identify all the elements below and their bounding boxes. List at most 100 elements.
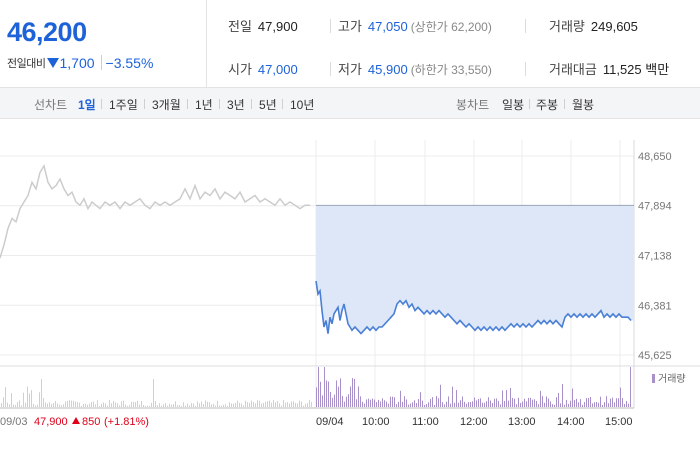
volume-bar	[111, 403, 112, 407]
prev-day-price-line	[0, 163, 310, 259]
volume-bar	[103, 402, 104, 407]
volume-bar	[171, 404, 172, 407]
volume-bar	[392, 396, 393, 407]
x-tick-label: 13:00	[508, 416, 536, 428]
volume-bar	[356, 399, 357, 407]
tab-1day[interactable]: 1일	[78, 98, 96, 112]
volume-bar	[275, 402, 276, 407]
volume-bar	[29, 393, 30, 407]
volume-bar	[322, 395, 323, 407]
tab-3years[interactable]: 3년	[227, 98, 245, 112]
volume-bar	[167, 405, 168, 407]
volume-bar	[23, 392, 24, 407]
open-label: 시가	[228, 62, 252, 77]
volume-bar	[9, 404, 10, 407]
volume-bar	[145, 405, 146, 407]
volume-bar	[450, 403, 451, 407]
tab-5years[interactable]: 5년	[259, 98, 277, 112]
volume-bar	[297, 403, 298, 407]
prev-day-change-percent: (+1.81%)	[104, 416, 149, 428]
volume-bar	[113, 400, 114, 407]
volume-bar	[289, 403, 290, 407]
volume-bar	[95, 404, 96, 407]
volume-bar	[424, 404, 425, 407]
x-axis-labels: 09/03 09/04 10:00 11:00 12:00 13:00 14:00 15:00…	[0, 416, 633, 428]
chart-tab-bar: 선차트 1일 1주일 3개월 1년 3년 5년 10년 봉차트 일봉 주봉 월봉	[0, 88, 700, 119]
volume-bar	[478, 398, 479, 407]
tab-3months[interactable]: 3개월	[152, 98, 181, 112]
volume-bar	[566, 399, 567, 407]
volume-bar	[311, 402, 312, 407]
volume-bar	[444, 404, 445, 407]
volume-bar	[153, 379, 154, 407]
volume-bar	[225, 404, 226, 407]
tab-divider	[529, 99, 530, 109]
volume-bar	[239, 402, 240, 407]
volume-bar	[340, 378, 341, 407]
volume-bar	[320, 381, 321, 407]
tab-1week[interactable]: 1주일	[109, 98, 138, 112]
volume-bar	[586, 398, 587, 407]
divider	[330, 19, 331, 33]
volume-bar	[117, 403, 118, 407]
volume-bar	[137, 400, 138, 407]
volume-bar	[119, 405, 120, 407]
volume-bar	[193, 403, 194, 407]
volume-bar	[462, 396, 463, 407]
open-cell: 시가 47,000	[228, 59, 298, 79]
divider	[525, 62, 526, 76]
volume-bar	[287, 402, 288, 407]
volume-bar	[211, 404, 212, 407]
volume-bar	[574, 399, 575, 407]
volume-bar	[63, 404, 64, 407]
volume-bar	[87, 404, 88, 407]
volume-bar	[121, 401, 122, 407]
volume-bar	[13, 404, 14, 407]
volume-bar	[83, 404, 84, 407]
volume-bar	[362, 401, 363, 407]
volume-bar	[57, 403, 58, 407]
volume-bar	[472, 401, 473, 407]
volume-bar	[301, 401, 302, 407]
stock-summary: 46,200 전일대비 1,700 −3.55% 전일 47,900 고가 47,050…	[0, 0, 700, 88]
volume-bar	[235, 402, 236, 407]
tab-10years[interactable]: 10년	[290, 98, 315, 112]
volume-bar	[25, 402, 26, 407]
tab-weekly-candle[interactable]: 주봉	[536, 98, 559, 112]
change-row: 전일대비 1,700 −3.55%	[7, 54, 153, 72]
tab-1year[interactable]: 1년	[195, 98, 213, 112]
change-label: 전일대비	[7, 57, 46, 70]
volume-bar	[299, 400, 300, 407]
volume-bar	[261, 403, 262, 407]
change-separator	[100, 55, 102, 71]
volume-bar	[163, 404, 164, 407]
volume-bar	[257, 400, 258, 407]
volume-bar	[73, 400, 74, 407]
volume-bar	[390, 396, 391, 407]
volume-bar	[456, 390, 457, 407]
volume-bar	[89, 403, 90, 407]
volume-bar	[271, 402, 272, 407]
x-tick-label: 10:00	[362, 416, 390, 428]
volume-bar	[336, 380, 337, 407]
volume-bar	[592, 403, 593, 407]
volume-bar	[596, 401, 597, 407]
today-area-fill	[316, 205, 631, 334]
volume-bar	[123, 400, 124, 407]
up-triangle-icon	[72, 417, 80, 424]
tab-monthly-candle[interactable]: 월봉	[572, 98, 595, 112]
volume-bar	[155, 400, 156, 407]
volume-bar	[41, 379, 42, 407]
volume-bar	[426, 404, 427, 407]
price-box: 46,200 전일대비 1,700 −3.55%	[0, 0, 207, 88]
volume-bar	[77, 402, 78, 407]
tab-daily-candle[interactable]: 일봉	[502, 98, 525, 112]
change-amount: 1,700	[59, 54, 95, 71]
prev-close-cell: 전일 47,900	[228, 16, 298, 36]
volume-bar	[207, 401, 208, 407]
volume-bar	[576, 398, 577, 407]
volume-bar	[396, 404, 397, 407]
volume-bar	[342, 395, 343, 407]
volume-bar	[542, 396, 543, 407]
